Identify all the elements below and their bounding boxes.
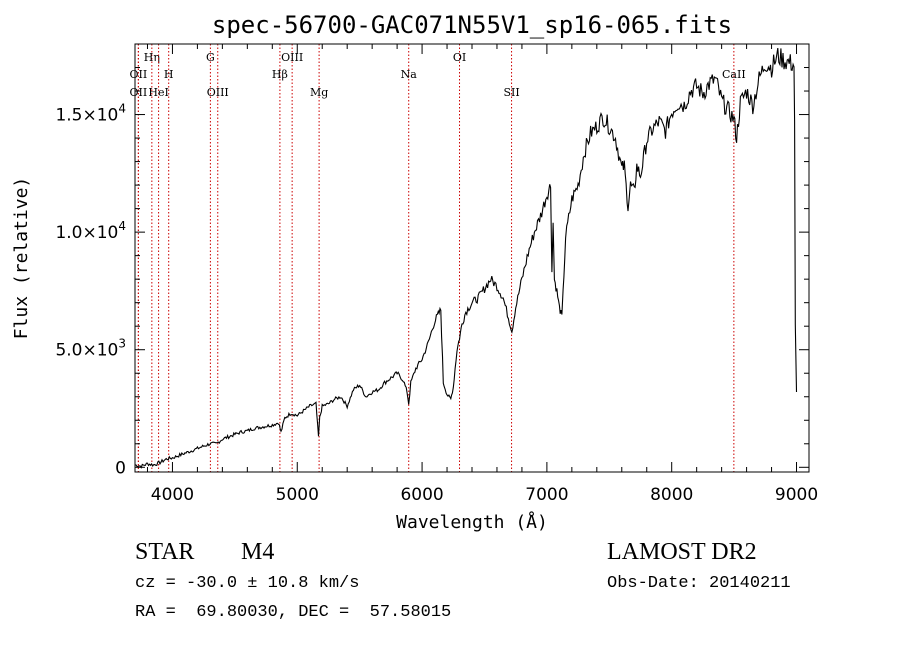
spectrum-series-line: [134, 48, 798, 469]
spectral-line-label: OI: [453, 51, 466, 64]
x-tick-label: 7000: [525, 485, 568, 505]
plot-frame: [134, 43, 810, 473]
x-tick-label: 8000: [650, 485, 693, 505]
y-tick-label: 0: [115, 458, 126, 478]
spectral-line-label: Hβ: [272, 68, 288, 81]
observation-date: Obs-Date: 20140211: [607, 574, 791, 593]
spectral-line-label: HeI: [148, 86, 168, 99]
axis-ticks: 4000 5000 6000 7000 8000 9000 0 5.0×103 1.0×104 1…: [55, 44, 818, 505]
x-axis-label: Wavelength (Å): [396, 511, 548, 533]
y-tick-label: 1.5×104: [55, 102, 126, 126]
spectral-line-label: Na: [401, 68, 418, 81]
spectral-line-label: G: [206, 51, 215, 64]
spectral-line-label: SII: [503, 86, 519, 99]
spectral-line-label: OIII: [207, 86, 229, 99]
spectral-line-label: OIII: [281, 51, 303, 64]
spectral-line-label: CaII: [722, 68, 746, 81]
chart-title: spec-56700-GAC071N55V1_sp16-065.fits: [212, 11, 732, 39]
spectral-line-label: Mg: [310, 86, 328, 99]
survey-name: LAMOST DR2: [607, 539, 757, 565]
spectral-line-label: H: [164, 68, 174, 81]
y-tick-label: 5.0×103: [55, 337, 126, 361]
x-tick-label: 4000: [151, 485, 194, 505]
spectral-line-label: OII: [130, 68, 148, 81]
y-tick-label: 1.0×104: [55, 219, 126, 243]
spectral-line-label: OII: [130, 86, 148, 99]
spectral-line-label: Hη: [144, 51, 160, 64]
y-axis-label: Flux (relative): [11, 177, 32, 340]
redshift-readout: cz = -30.0 ± 10.8 km/s: [135, 574, 360, 593]
x-tick-label: 6000: [400, 485, 443, 505]
object-subclass: M4: [241, 539, 275, 565]
x-tick-label: 5000: [276, 485, 319, 505]
coordinates-readout: RA = 69.80030, DEC = 57.58015: [135, 603, 452, 622]
object-type: STAR: [135, 539, 195, 565]
x-tick-label: 9000: [775, 485, 818, 505]
spectral-line-markers: OII OII Hη HeI H G OIII Hβ OIII Mg Na OI SII CaII: [130, 44, 746, 472]
